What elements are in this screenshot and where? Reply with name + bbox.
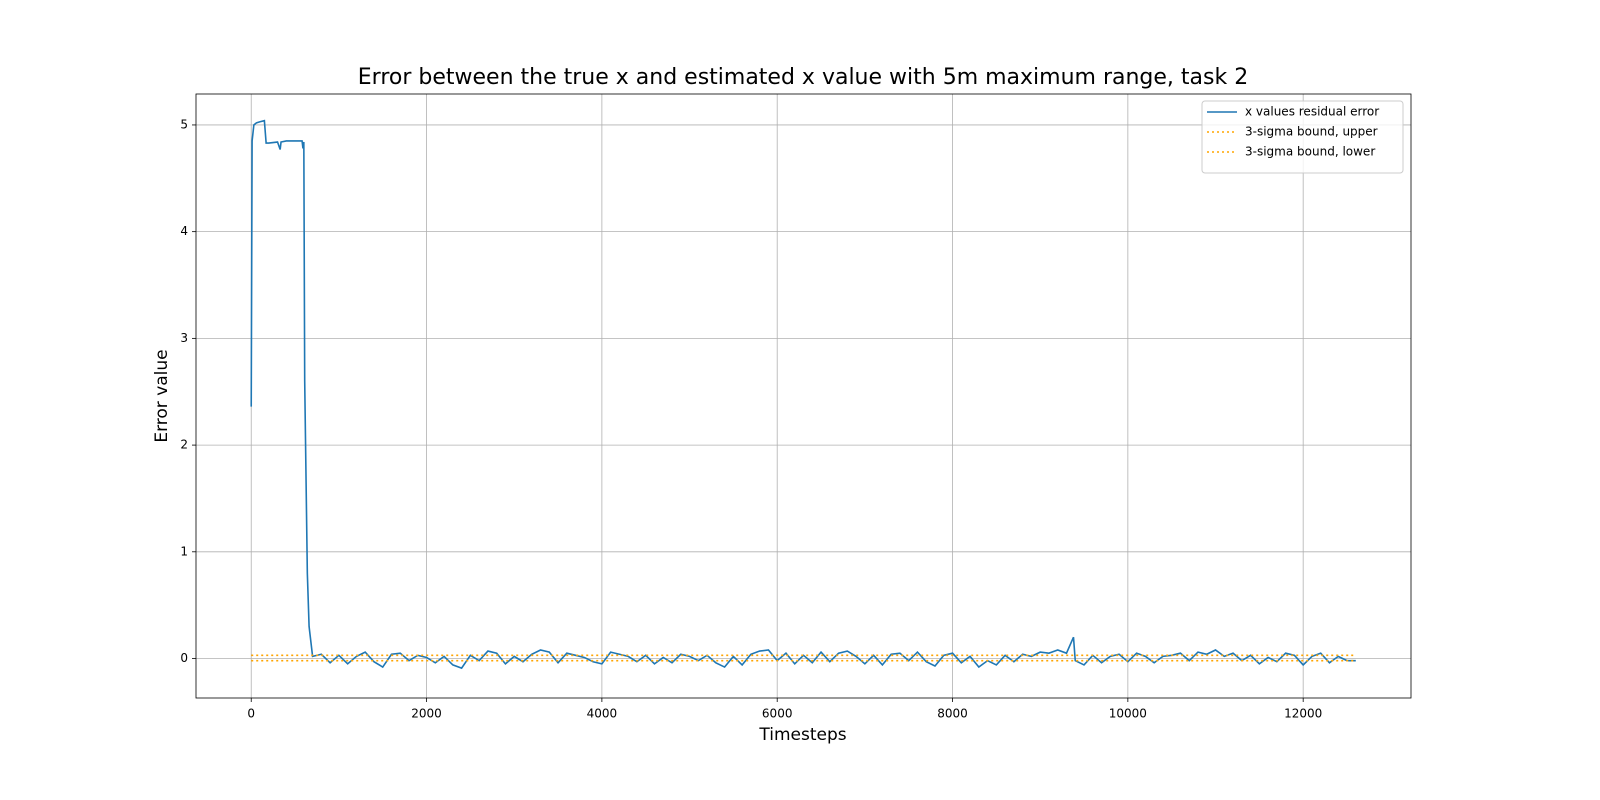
legend-label: 3-sigma bound, upper: [1245, 125, 1378, 139]
x-tick-label: 8000: [937, 707, 968, 721]
x-tick-label: 6000: [762, 707, 793, 721]
x-tick-label: 12000: [1284, 707, 1322, 721]
y-axis-label: Error value: [152, 349, 172, 442]
y-tick-label: 0: [180, 651, 188, 665]
legend-label: 3-sigma bound, lower: [1245, 145, 1375, 159]
y-tick-label: 1: [180, 544, 188, 558]
y-tick-label: 4: [180, 224, 188, 238]
legend-label: x values residual error: [1245, 105, 1379, 119]
plot-frame: [195, 93, 1412, 699]
x-tick-label: 0: [247, 707, 255, 721]
x-tick-label: 10000: [1109, 707, 1147, 721]
data-line: [250, 119, 1356, 670]
x-axis-label: Timesteps: [758, 725, 846, 745]
chart-title: Error between the true x and estimated x…: [358, 65, 1248, 90]
legend-box: [1201, 100, 1404, 174]
x-tick-label: 4000: [587, 707, 618, 721]
y-tick-label: 3: [180, 331, 188, 345]
x-tick-label: 2000: [411, 707, 442, 721]
y-tick-label: 5: [180, 117, 188, 131]
y-tick-label: 2: [180, 438, 188, 452]
